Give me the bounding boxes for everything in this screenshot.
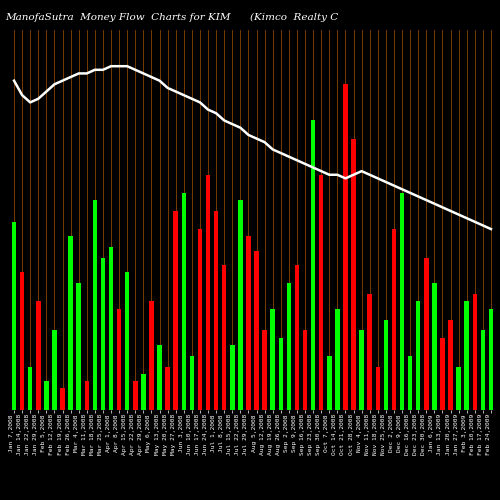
Bar [117, 308, 121, 410]
Bar [440, 338, 444, 410]
Bar [335, 308, 340, 410]
Bar [246, 236, 250, 410]
Bar [343, 84, 347, 410]
Bar [206, 175, 210, 410]
Text: (Kimco  Realty C: (Kimco Realty C [250, 12, 338, 22]
Bar [286, 284, 291, 410]
Bar [311, 120, 316, 410]
Bar [182, 193, 186, 410]
Bar [84, 381, 89, 410]
Text: ManofaSutra  Money Flow  Charts for KIM: ManofaSutra Money Flow Charts for KIM [5, 12, 230, 22]
Bar [92, 200, 97, 410]
Bar [100, 258, 105, 410]
Bar [376, 366, 380, 410]
Bar [360, 330, 364, 410]
Bar [20, 272, 24, 410]
Bar [166, 366, 170, 410]
Bar [60, 388, 65, 410]
Bar [254, 251, 259, 410]
Bar [28, 366, 32, 410]
Bar [408, 356, 412, 410]
Bar [141, 374, 146, 410]
Bar [174, 211, 178, 410]
Bar [480, 330, 485, 410]
Bar [52, 330, 56, 410]
Bar [392, 229, 396, 410]
Bar [448, 320, 453, 410]
Bar [278, 338, 283, 410]
Bar [319, 175, 324, 410]
Bar [472, 294, 477, 410]
Bar [303, 330, 308, 410]
Bar [68, 236, 73, 410]
Bar [230, 345, 234, 410]
Bar [149, 302, 154, 410]
Bar [416, 302, 420, 410]
Bar [44, 381, 48, 410]
Bar [488, 308, 493, 410]
Bar [294, 265, 299, 410]
Bar [384, 320, 388, 410]
Bar [214, 211, 218, 410]
Bar [76, 284, 81, 410]
Bar [109, 247, 114, 410]
Bar [424, 258, 428, 410]
Bar [222, 265, 226, 410]
Bar [12, 222, 16, 410]
Bar [158, 345, 162, 410]
Bar [464, 302, 469, 410]
Bar [190, 356, 194, 410]
Bar [327, 356, 332, 410]
Bar [352, 138, 356, 410]
Bar [262, 330, 267, 410]
Bar [456, 366, 461, 410]
Bar [270, 308, 275, 410]
Bar [368, 294, 372, 410]
Bar [198, 229, 202, 410]
Bar [133, 381, 138, 410]
Bar [400, 193, 404, 410]
Bar [125, 272, 130, 410]
Bar [432, 284, 436, 410]
Bar [238, 200, 242, 410]
Bar [36, 302, 40, 410]
